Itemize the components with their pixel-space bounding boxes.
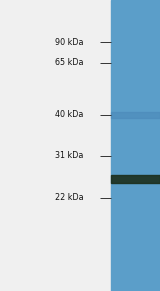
Text: 40 kDa: 40 kDa <box>55 111 83 119</box>
Text: 90 kDa: 90 kDa <box>55 38 83 47</box>
Bar <box>111 175 160 183</box>
Text: 22 kDa: 22 kDa <box>55 194 83 202</box>
Text: 65 kDa: 65 kDa <box>55 58 83 67</box>
Bar <box>111 112 160 118</box>
Text: 31 kDa: 31 kDa <box>55 151 83 160</box>
Bar <box>111 0 160 291</box>
